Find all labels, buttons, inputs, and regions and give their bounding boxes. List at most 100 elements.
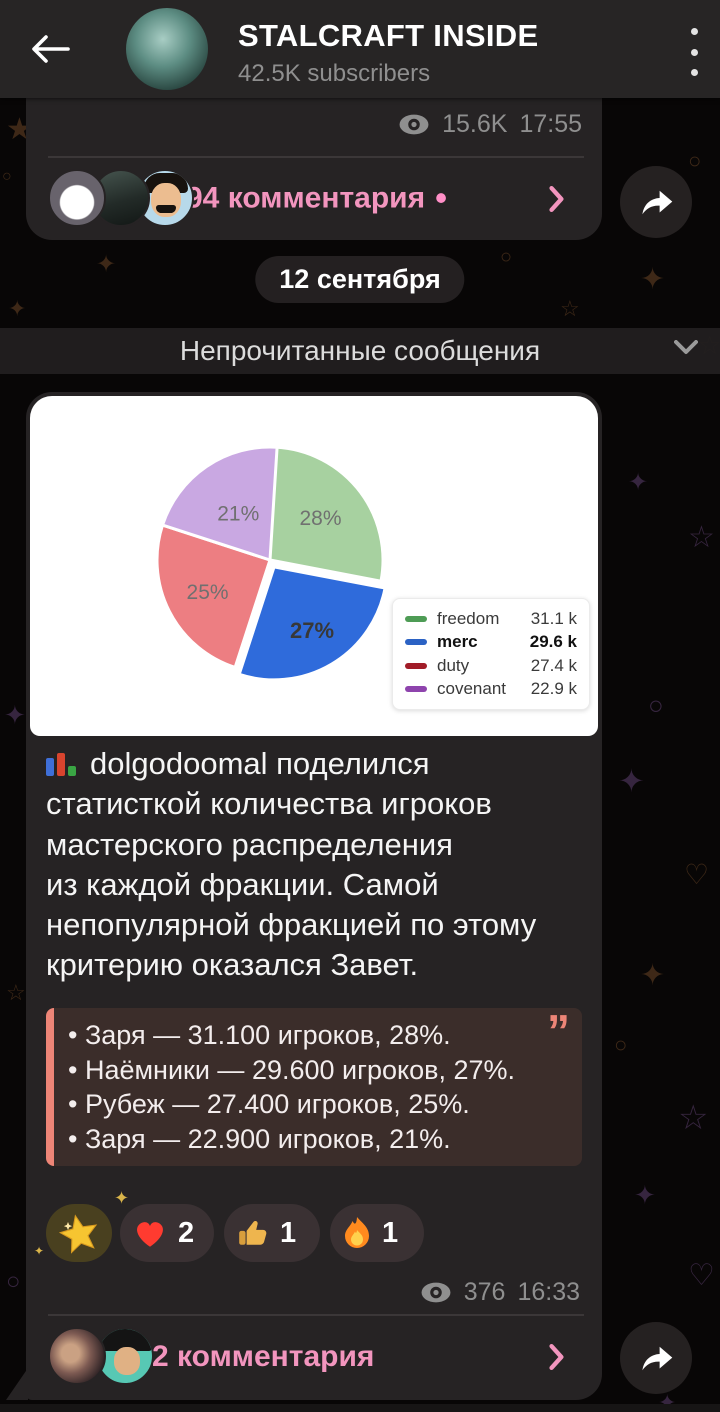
legend-swatch-covenant: [405, 685, 427, 692]
previous-message-bubble: 15.6K 17:55 94 комментария •: [26, 98, 602, 240]
reaction-star[interactable]: [46, 1204, 112, 1262]
legend-swatch-merc: [405, 639, 427, 646]
quote-mark-icon: ”: [547, 1005, 570, 1057]
quote-line: • Заря — 31.100 игроков, 28%.: [68, 1020, 451, 1050]
divider: [48, 1314, 584, 1316]
legend-value: 31.1 k: [530, 609, 577, 628]
chevron-down-icon[interactable]: [674, 340, 698, 356]
background-doodle: ✦: [640, 263, 666, 296]
background-doodle: ✦: [618, 763, 645, 799]
background-doodle: ○: [648, 690, 664, 720]
date-divider[interactable]: 12 сентября: [255, 256, 465, 303]
quote-line: • Наёмники — 29.600 игроков, 27%.: [68, 1054, 516, 1085]
share-button[interactable]: [620, 1322, 692, 1394]
post-image[interactable]: 28% 27% 25% 21% freedom 31.1 k merc 29.6 k …: [30, 396, 598, 736]
background-doodle: ✦: [4, 700, 26, 730]
legend-row: duty 27.4 k: [405, 656, 577, 676]
background-doodle: ♡: [688, 1259, 715, 1292]
svg-text:25%: 25%: [187, 581, 229, 604]
legend-swatch-duty: [405, 662, 427, 669]
reaction-count: 1: [382, 1216, 399, 1249]
post-text: dolgodoomal поделился статисткой количес…: [46, 746, 537, 983]
background-doodle: ☆: [688, 521, 715, 554]
back-button[interactable]: [28, 33, 72, 65]
background-doodle: ✦: [8, 296, 27, 321]
background-doodle: ○: [2, 168, 12, 185]
quote-block[interactable]: • Заря — 31.100 игроков, 28%. • Наёмники…: [46, 1008, 582, 1166]
post-bubble: 28% 27% 25% 21% freedom 31.1 k merc 29.6 k …: [26, 392, 602, 1400]
background-doodle: ○: [6, 1268, 21, 1295]
quote-line: • Рубеж — 27.400 игроков, 25%.: [68, 1089, 470, 1119]
heart-icon: [137, 1222, 163, 1247]
bubble-tail: [6, 1368, 28, 1400]
background-doodle: ☆: [678, 1099, 709, 1137]
background-doodle: ○: [688, 148, 702, 173]
commenter-avatar: [48, 1327, 106, 1385]
commenter-avatar: [96, 1327, 154, 1385]
quote-line: • Заря — 22.900 игроков, 21%.: [68, 1123, 451, 1154]
comments-bar[interactable]: 94 комментария •: [26, 158, 602, 240]
reaction-thumbs-up[interactable]: 1: [224, 1204, 320, 1262]
channel-avatar[interactable]: [126, 8, 208, 90]
legend-row: merc 29.6 k: [405, 632, 577, 652]
legend-label: freedom: [437, 609, 500, 628]
post-time: 16:33: [517, 1278, 580, 1306]
thumbs-up-icon: [239, 1220, 267, 1245]
background-doodle: ✦: [96, 251, 117, 278]
star-icon: [58, 1214, 98, 1254]
legend-label: duty: [437, 655, 470, 675]
reaction-fire[interactable]: 1: [330, 1204, 424, 1262]
pie-chart: 28% 27% 25% 21%: [155, 445, 387, 682]
comments-bar[interactable]: 2 комментария: [26, 1316, 602, 1398]
background-doodle: ☆: [560, 296, 580, 321]
prev-message-meta: 15.6K 17:55: [398, 110, 582, 139]
bottom-edge: [0, 1404, 720, 1412]
divider: [48, 156, 584, 158]
menu-kebab-button[interactable]: [686, 26, 702, 78]
background-doodle: ○: [500, 246, 513, 268]
views-eye-icon: [399, 114, 429, 135]
post-view-count: 376: [463, 1278, 506, 1306]
background-doodle: ✦: [634, 1180, 656, 1210]
share-icon: [642, 190, 673, 214]
prev-message-time: 17:55: [519, 110, 582, 138]
legend-value: 29.6 k: [529, 632, 577, 652]
background-doodle: ♡: [684, 859, 710, 890]
legend-row: covenant 22.9 k: [405, 679, 577, 699]
reaction-heart[interactable]: 2: [120, 1204, 214, 1262]
legend-label: merc: [437, 632, 478, 652]
legend-label: covenant: [437, 678, 506, 698]
legend-value: 27.4 k: [530, 655, 577, 675]
reaction-count: 1: [280, 1216, 297, 1249]
background-doodle: ✦: [628, 469, 649, 496]
sparkle-icon: ✦: [114, 1188, 130, 1208]
svg-text:27%: 27%: [290, 618, 334, 643]
chevron-right-icon: [549, 1344, 564, 1370]
reaction-count: 2: [178, 1216, 195, 1249]
svg-text:28%: 28%: [299, 507, 341, 530]
channel-subscribers: 42.5K subscribers: [238, 60, 431, 87]
commenter-avatar: [48, 169, 106, 227]
svg-text:21%: 21%: [217, 502, 259, 525]
background-doodle: ○: [614, 1032, 628, 1057]
prev-view-count: 15.6K: [442, 110, 508, 138]
unread-messages-label: Непрочитанные сообщения: [179, 335, 541, 366]
fire-icon: [345, 1217, 369, 1248]
legend-swatch-freedom: [405, 616, 427, 622]
chevron-right-icon: [549, 186, 564, 212]
unread-messages-bar: Непрочитанные сообщения: [0, 328, 720, 374]
background-doodle: ☆: [6, 980, 26, 1005]
background-doodle: ✦: [640, 959, 666, 992]
views-eye-icon: [421, 1282, 451, 1303]
comments-label: 2 комментария: [152, 1340, 375, 1373]
sparkle-icon: ✦: [34, 1244, 45, 1258]
legend-row: freedom 31.1 k: [405, 609, 577, 629]
post-meta: 376 16:33: [420, 1278, 580, 1307]
chart-legend: freedom 31.1 k merc 29.6 k duty 27.4 k c…: [392, 598, 590, 710]
share-button[interactable]: [620, 166, 692, 238]
legend-value: 22.9 k: [530, 678, 577, 698]
unread-comments-dot: •: [435, 179, 447, 218]
channel-title[interactable]: STALCRAFT INSIDE: [238, 18, 539, 53]
comments-label: 94 комментария •: [186, 179, 447, 218]
